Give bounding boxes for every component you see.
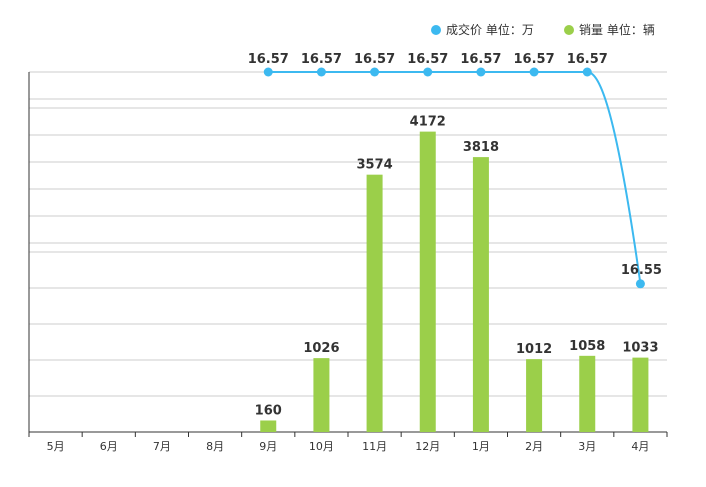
bar — [526, 359, 543, 432]
line-point — [263, 67, 273, 77]
x-tick-label: 4月 — [631, 440, 649, 453]
bar-data-labels: 160 1026 3574 4172 3818 1012 1058 1033 — [255, 115, 659, 419]
line-data-label: 16.57 — [567, 52, 608, 67]
legend-label-sales: 销量 单位：辆 — [579, 22, 655, 37]
x-tick-label: 3月 — [578, 440, 596, 453]
bar — [579, 355, 596, 432]
x-tick-label: 9月 — [259, 440, 277, 453]
x-tick-label: 8月 — [206, 440, 224, 453]
line-data-label: 16.57 — [407, 52, 448, 67]
x-tick-label: 1月 — [472, 440, 490, 453]
legend-label-price: 成交价 单位：万 — [446, 22, 534, 37]
line-data-label: 16.57 — [514, 52, 555, 67]
line-point — [635, 279, 645, 289]
legend-marker-price — [431, 25, 441, 35]
line-data-label: 16.57 — [460, 52, 501, 67]
bar-data-label: 1026 — [303, 341, 339, 356]
bar-data-label: 1058 — [569, 339, 605, 354]
bar — [260, 420, 277, 432]
line-point — [316, 67, 326, 77]
line-data-labels: 16.57 16.57 16.57 16.57 16.57 16.57 16.57 16.55 — [248, 52, 662, 278]
line-data-label: 16.55 — [621, 263, 662, 278]
x-tick-label: 5月 — [47, 440, 65, 453]
axes — [28, 72, 668, 437]
grid-lines — [29, 71, 667, 397]
line-data-label: 16.57 — [301, 52, 342, 67]
bar-data-label: 3818 — [463, 140, 499, 155]
x-tick-label: 7月 — [153, 440, 171, 453]
line-point — [476, 67, 486, 77]
bar-data-label: 1012 — [516, 342, 552, 357]
x-tick-label: 10月 — [309, 440, 334, 453]
line-point — [370, 67, 380, 77]
legend: 成交价 单位：万 销量 单位：辆 — [431, 22, 655, 37]
bar-series — [260, 131, 649, 432]
line-point — [582, 67, 592, 77]
line-point — [529, 67, 539, 77]
line-series — [263, 67, 645, 289]
line-data-label: 16.57 — [248, 52, 289, 67]
bar-data-label: 160 — [255, 403, 282, 418]
legend-marker-sales — [564, 25, 574, 35]
x-tick-label: 12月 — [415, 440, 440, 453]
line-point — [423, 67, 433, 77]
bar — [313, 358, 330, 432]
bar-data-label: 3574 — [356, 158, 392, 173]
bar — [419, 131, 436, 432]
line-data-label: 16.57 — [354, 52, 395, 67]
x-tick-label: 2月 — [525, 440, 543, 453]
x-axis-tick-labels: 5月 6月 7月 8月 9月 10月 11月 12月 1月 2月 3月 4月 — [47, 440, 650, 453]
bar-data-label: 1033 — [622, 341, 658, 356]
bar-data-label: 4172 — [410, 115, 446, 130]
x-tick-label: 6月 — [100, 440, 118, 453]
x-tick-label: 11月 — [362, 440, 387, 453]
bar — [366, 174, 383, 432]
bar — [632, 357, 649, 432]
bar — [472, 157, 489, 432]
